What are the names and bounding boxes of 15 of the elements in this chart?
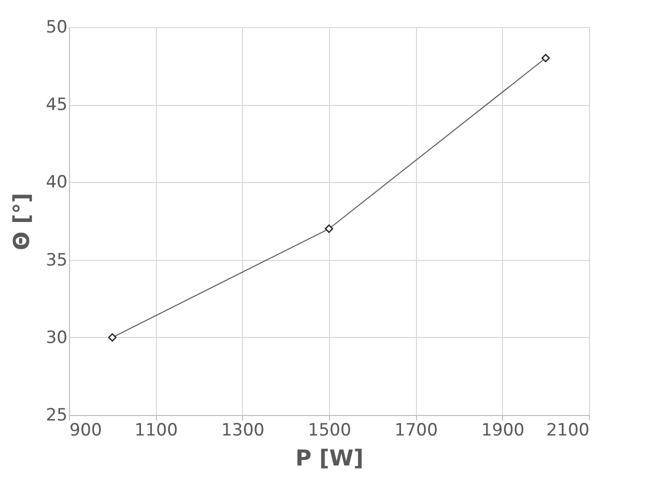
y-axis-title: Θ [°] [10, 192, 35, 250]
x-tick-label: 1500 [308, 420, 352, 440]
x-tick-label: 1100 [134, 420, 178, 440]
y-tick-label: 25 [46, 406, 68, 426]
y-tick-label: 35 [46, 250, 68, 270]
x-tick-label: 1700 [394, 420, 438, 440]
y-tick-label: 40 [46, 172, 68, 193]
y-tick-label: 45 [46, 95, 68, 116]
x-tick-label: 1900 [481, 420, 524, 440]
x-axis-title: P [W] [295, 446, 364, 472]
x-tick-label: 900 [70, 420, 102, 440]
x-tick-label: 1300 [221, 420, 264, 440]
x-tick-label: 2100 [546, 420, 590, 440]
y-tick-label: 30 [46, 328, 68, 348]
y-tick-label: 50 [46, 18, 68, 38]
